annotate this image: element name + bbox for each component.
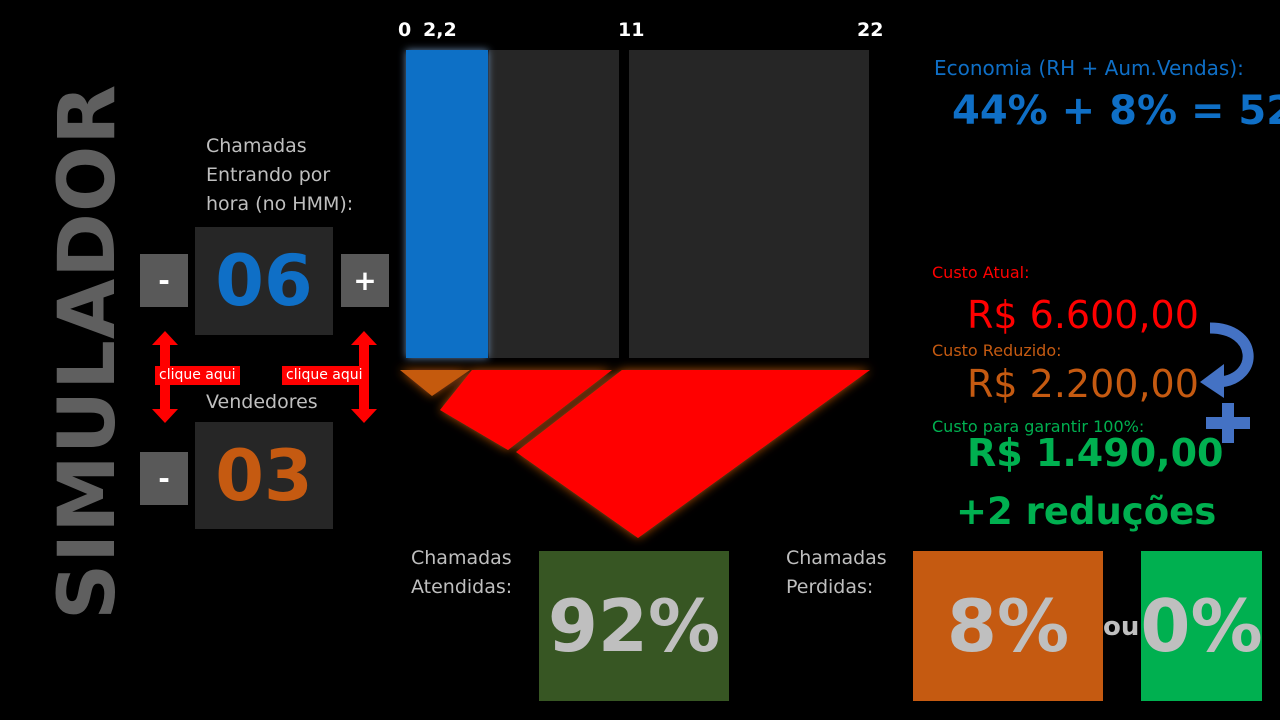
curved-arrow-icon [1200,322,1254,398]
simulator-title: SIMULADOR [43,83,133,620]
scale-fill-bar [406,50,488,358]
economy-label: Economia (RH + Aum.Vendas): [934,56,1244,80]
plus-icon [1206,403,1250,443]
calls-hint[interactable]: clique aqui [155,366,240,385]
calls-value: 06 [195,227,333,335]
current-cost-value: R$ 6.600,00 [967,293,1199,337]
scale-tick-0: 0 [398,19,412,41]
alt-lost-value: 0% [1140,551,1263,701]
funnel-small [400,370,470,396]
calls-plus-button[interactable]: + [341,254,389,307]
scale-segment-mid [489,50,619,358]
lost-label: Chamadas Perdidas: [786,547,887,598]
sellers-hint[interactable]: clique aqui [282,366,367,385]
answered-label: Chamadas Atendidas: [411,547,513,598]
capacity-graphic [400,50,870,538]
scale-segment-high [629,50,869,358]
reduced-cost-value: R$ 2.200,00 [967,362,1199,406]
guarantee-cost-value: R$ 1.490,00 [967,431,1224,475]
scale-tick-2-2: 2,2 [423,19,457,41]
economy-value: 44% + 8% = 52% [952,88,1280,134]
scale-tick-22: 22 [857,19,884,41]
answered-value: 92% [539,551,729,701]
or-label: ou [1103,612,1140,642]
scale-tick-11: 11 [618,19,645,41]
calls-label: Chamadas Entrando por hora (no HMM): [206,135,354,215]
guarantee-cost-label: Custo para garantir 100%: [932,417,1145,436]
funnel-large [516,370,870,538]
calls-minus-button[interactable]: - [140,254,188,307]
current-cost-label: Custo Atual: [932,263,1030,282]
lost-value: 8% [913,551,1103,701]
sellers-minus-button[interactable]: - [140,452,188,505]
sellers-label: Vendedores [206,391,318,413]
reduced-cost-label: Custo Reduzido: [932,341,1062,360]
reductions-label: +2 reduções [956,490,1217,533]
funnel-mid [440,370,612,450]
sellers-value: 03 [195,422,333,529]
